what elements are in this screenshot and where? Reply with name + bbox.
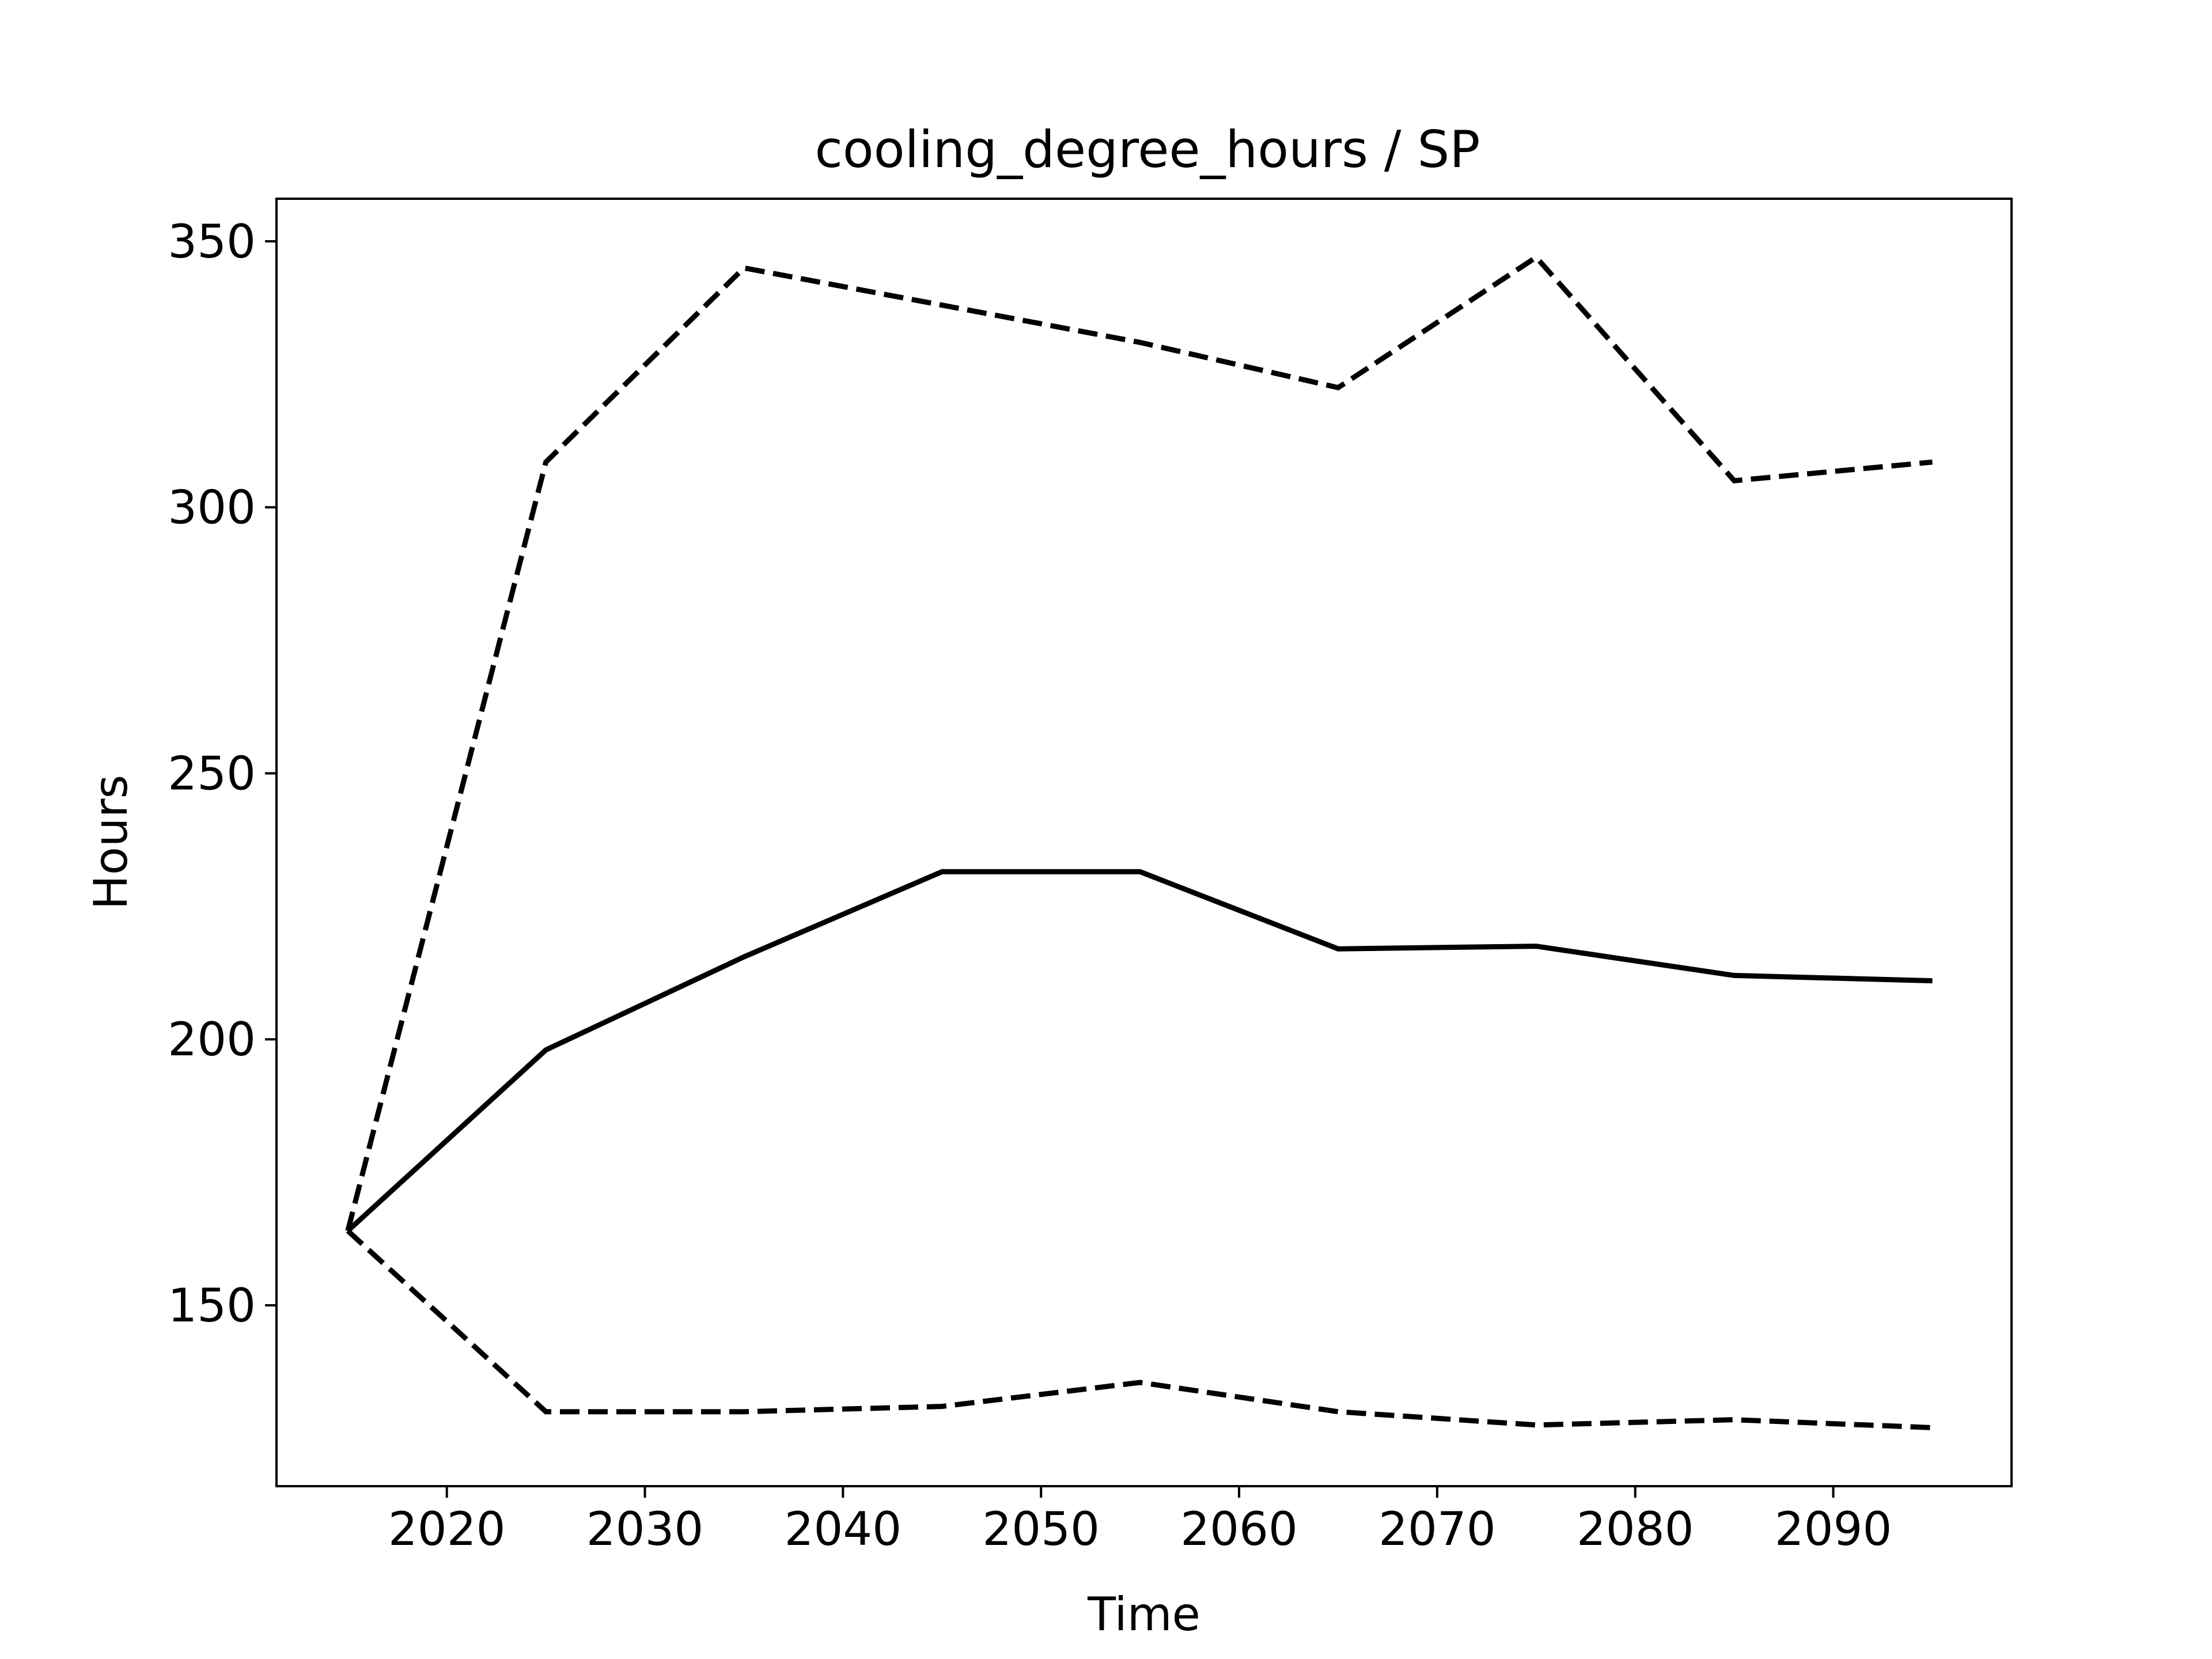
- x-tick-label: 2080: [1577, 1502, 1694, 1556]
- y-axis-ticks: 150 200 250 300 350: [168, 215, 276, 1332]
- x-tick-label: 2070: [1378, 1502, 1496, 1556]
- chart-title: cooling_degree_hours / SP: [815, 120, 1480, 179]
- series-line-2-dashed: [345, 253, 1933, 1232]
- y-tick-label: 350: [168, 215, 256, 268]
- y-axis-label: Hours: [84, 775, 138, 910]
- x-axis-label: Time: [1087, 1588, 1200, 1641]
- series-layer: [345, 253, 1933, 1430]
- plot-area-frame: [275, 198, 2013, 1487]
- y-tick-label: 300: [168, 481, 256, 535]
- series-line-3-dashed: [346, 1229, 1933, 1430]
- x-tick-label: 2060: [1180, 1502, 1298, 1556]
- x-tick-label: 2040: [785, 1502, 902, 1556]
- x-tick-label: 2020: [388, 1502, 506, 1556]
- x-axis-ticks: 2020 2030 2040 2050 2060 2070 2080 2090: [388, 1486, 1892, 1556]
- y-tick-label: 200: [168, 1013, 256, 1066]
- x-tick-label: 2050: [982, 1502, 1100, 1556]
- x-tick-label: 2030: [586, 1502, 704, 1556]
- series-line-1-solid: [346, 869, 1933, 1233]
- x-tick-label: 2090: [1775, 1502, 1892, 1556]
- y-tick-label: 250: [168, 747, 256, 800]
- y-tick-label: 150: [168, 1279, 256, 1332]
